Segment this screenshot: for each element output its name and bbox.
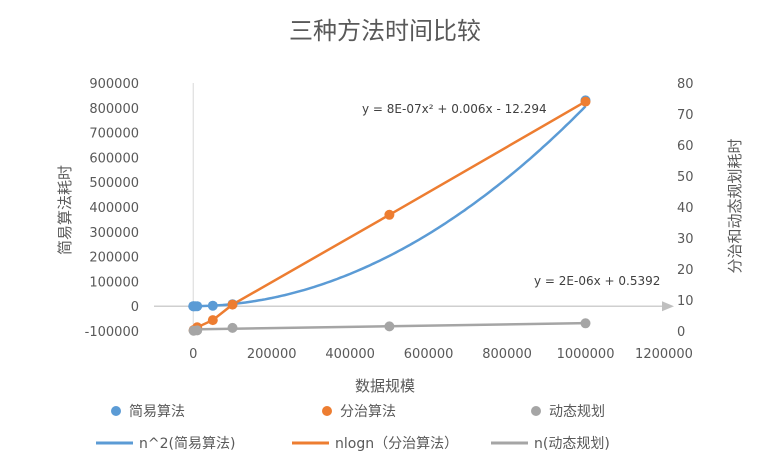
y-tick-label: 200000 xyxy=(89,251,139,266)
y-tick-label: 400000 xyxy=(89,201,139,216)
y-tick-label: 800000 xyxy=(89,102,139,117)
legend-marker-2 xyxy=(322,406,332,416)
x-tick-label: 1200000 xyxy=(635,347,693,362)
y-tick-label: 300000 xyxy=(89,226,139,241)
y-tick-label: 500000 xyxy=(89,176,139,191)
legend-line-label-3: n(动态规划) xyxy=(534,436,610,452)
x-tick-label: 800000 xyxy=(482,347,532,362)
y-axis-title: 简易算法耗时 xyxy=(56,165,74,255)
marker-simple xyxy=(207,300,218,311)
trendline-equation-linear: y = 2E-06x + 0.5392 xyxy=(534,274,660,288)
legend: 简易算法 分治算法 动态规划 n^2(简易算法) nlogn（分治算法） n(动态规划) xyxy=(96,403,610,452)
y2-tick-label: 30 xyxy=(677,232,694,247)
x-tick-label: 600000 xyxy=(404,347,454,362)
y2-tick-label: 50 xyxy=(677,170,694,185)
y-tick-label: 900000 xyxy=(89,77,139,92)
y-tick-label: 700000 xyxy=(89,127,139,142)
x-tick-label: 0 xyxy=(189,347,197,362)
marker-divide xyxy=(207,315,218,326)
y2-axis-title: 分治和动态规划耗时 xyxy=(726,138,744,273)
marker-dp xyxy=(192,325,203,336)
marker-simple xyxy=(192,301,203,312)
legend-line-label-1: n^2(简易算法) xyxy=(139,435,235,452)
legend-marker-1 xyxy=(111,406,121,416)
marker-divide xyxy=(384,209,395,220)
legend-line-label-2: nlogn（分治算法） xyxy=(335,436,458,452)
marker-divide xyxy=(580,96,591,107)
y2-tick-label: 20 xyxy=(677,263,694,278)
y-tick-label: 0 xyxy=(131,300,139,315)
trendline-poly-blue xyxy=(193,105,587,308)
legend-marker-3 xyxy=(531,406,541,416)
y-tick-label: 600000 xyxy=(89,151,139,166)
y2-tick-label: 70 xyxy=(677,108,694,123)
chart-title: 三种方法时间比较 xyxy=(289,17,481,45)
y-tick-label: -100000 xyxy=(85,325,139,340)
x-axis-title: 数据规模 xyxy=(355,377,415,395)
x-tick-label: 200000 xyxy=(247,347,297,362)
legend-label-1: 简易算法 xyxy=(129,403,185,420)
y2-tick-label: 60 xyxy=(677,139,694,154)
trendline-equation-poly: y = 8E-07x² + 0.006x - 12.294 xyxy=(362,102,547,116)
y2-tick-label: 40 xyxy=(677,201,694,216)
marker-dp xyxy=(580,318,591,329)
legend-label-2: 分治算法 xyxy=(340,404,396,420)
x-tick-label: 400000 xyxy=(325,347,375,362)
x-axis-arrow xyxy=(662,301,674,312)
marker-dp xyxy=(384,321,395,332)
y2-tick-label: 10 xyxy=(677,294,694,309)
x-tick-label: 1000000 xyxy=(557,347,615,362)
y2-tick-label: 80 xyxy=(677,77,694,92)
y-tick-label: 100000 xyxy=(89,275,139,290)
axes-group: -100000 0 100000 200000 300000 400000 500000 60… xyxy=(85,77,694,362)
plot-group xyxy=(188,95,591,336)
marker-dp xyxy=(227,322,238,333)
y2-tick-label: 0 xyxy=(677,325,685,340)
legend-label-3: 动态规划 xyxy=(549,404,605,420)
marker-divide xyxy=(227,299,238,310)
